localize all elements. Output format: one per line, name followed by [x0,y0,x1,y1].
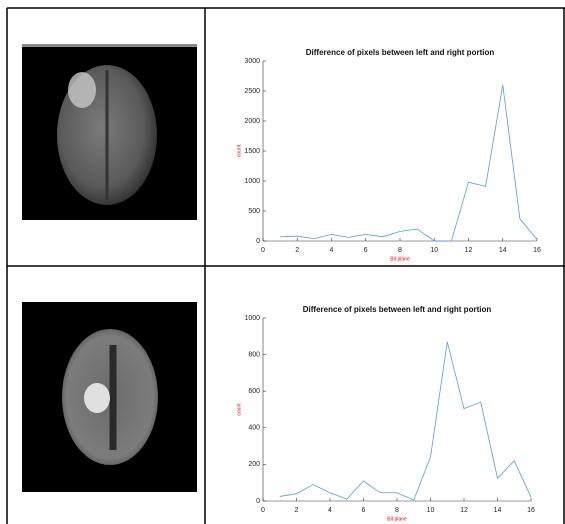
x-axis-label: Bit plane [390,256,410,262]
y-tick-label: 800 [248,351,260,358]
y-tick-label: 200 [248,461,260,468]
x-tick-label: 6 [364,247,368,254]
x-tick-label: 4 [328,507,332,514]
figure: Difference of pixels between left and ri… [0,0,565,524]
y-tick-label: 600 [248,388,260,395]
x-axis-label: Bit plane [387,516,407,522]
y-tick-label: 1000 [244,178,260,185]
x-tick-label: 8 [395,507,399,514]
mri-image [22,44,197,220]
x-tick-label: 16 [533,247,541,254]
mri-image [22,302,197,492]
data-line [280,85,537,241]
x-tick-label: 10 [427,507,435,514]
y-tick-label: 500 [248,208,260,215]
x-tick-label: 16 [527,507,535,514]
chart-title: Difference of pixels between left and ri… [303,305,492,314]
data-line [280,342,531,500]
y-tick-label: 3000 [244,58,260,65]
x-tick-label: 14 [494,507,502,514]
y-tick-label: 0 [256,498,260,505]
x-tick-label: 0 [261,507,265,514]
y-axis-label: count [236,144,242,157]
y-axis-label: count [236,403,242,416]
y-tick-label: 1000 [244,315,260,322]
y-tick-label: 1500 [244,148,260,155]
x-tick-label: 4 [330,247,334,254]
x-tick-label: 8 [398,247,402,254]
x-tick-label: 2 [295,247,299,254]
y-tick-label: 400 [248,425,260,432]
y-tick-label: 2000 [244,118,260,125]
x-tick-label: 6 [362,507,366,514]
x-tick-label: 10 [430,247,438,254]
chart-title: Difference of pixels between left and ri… [306,48,495,57]
y-tick-label: 0 [256,238,260,245]
y-tick-label: 2500 [244,88,260,95]
x-tick-label: 2 [295,507,299,514]
x-tick-label: 12 [460,507,468,514]
x-tick-label: 12 [465,247,473,254]
x-tick-label: 14 [499,247,507,254]
x-tick-label: 0 [261,247,265,254]
